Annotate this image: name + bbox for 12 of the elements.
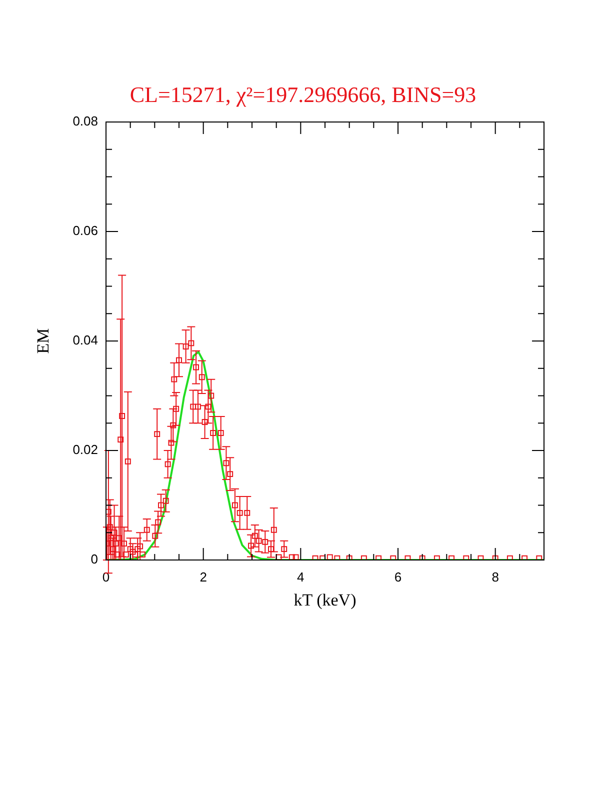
x-tick-label: 4 xyxy=(297,569,304,584)
chart-title: CL=15271, χ²=197.2969666, BINS=93 xyxy=(130,82,476,107)
y-axis-title: EM xyxy=(34,328,53,354)
x-axis-title: kT (keV) xyxy=(294,590,356,610)
x-tick-label: 6 xyxy=(394,569,402,584)
y-tick-label: 0.06 xyxy=(72,223,98,238)
y-tick-label: 0.04 xyxy=(72,332,98,348)
x-tick-label: 2 xyxy=(200,569,207,584)
x-tick-label: 8 xyxy=(492,569,499,584)
y-tick-label: 0 xyxy=(90,552,98,567)
y-tick-label: 0.02 xyxy=(72,442,98,458)
y-tick-label: 0.08 xyxy=(72,114,98,129)
